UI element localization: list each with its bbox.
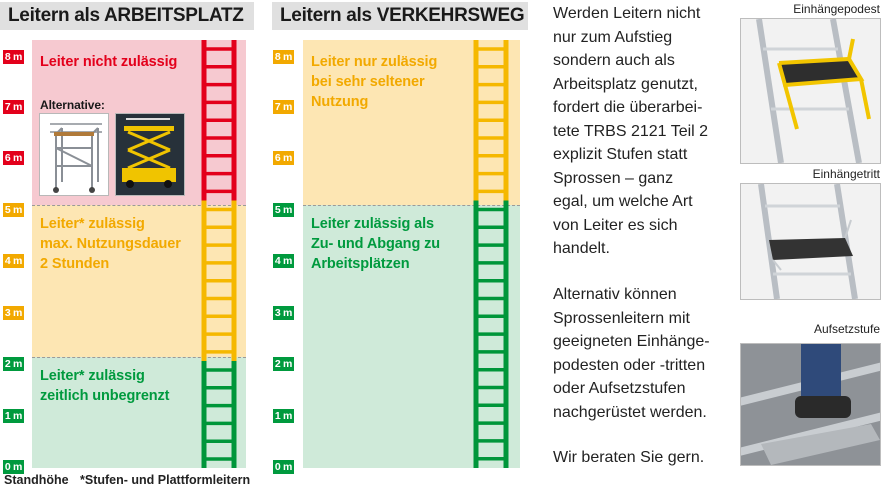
scale-tick-7m: 7 m <box>3 99 24 114</box>
standhoehe-label: Standhöhe <box>4 473 69 487</box>
left-divider-5m <box>32 205 246 206</box>
photo-caption-aufsetzstufe: Aufsetzstufe <box>813 322 880 336</box>
scale-tick-4m: 4 m <box>273 254 294 268</box>
scale-tick-5m: 5 m <box>3 202 24 217</box>
right-zone-yellow-text: Leiter nur zulässig bei sehr seltener Nu… <box>311 54 438 110</box>
body-paragraph-2: Alternativ können Sprossenleitern mit ge… <box>553 286 710 421</box>
scale-tick-0m: 0 m <box>3 460 24 474</box>
left-zone-yellow-text: Leiter* zulässig max. Nutzungsdauer 2 St… <box>40 216 181 272</box>
scale-tick-8m: 8 m <box>273 50 294 64</box>
scale-tick-1m: 1 m <box>273 408 294 423</box>
photo-caption-einhaengetritt: Einhängetritt <box>812 167 880 181</box>
right-divider-5m <box>303 205 520 206</box>
right-panel-title: Leitern als VERKEHRSWEG <box>272 2 528 30</box>
left-zone-green-text: Leiter* zulässig zeitlich unbegrenzt <box>40 368 170 404</box>
scale-tick-8m: 8 m <box>3 50 24 64</box>
scaffold-tower-image <box>39 113 109 196</box>
aufsetzstufe-photo <box>740 343 881 466</box>
scale-tick-6m: 6 m <box>3 151 24 165</box>
right-ladder <box>473 40 509 468</box>
scale-tick-3m: 3 m <box>273 305 294 320</box>
scale-tick-4m: 4 m <box>3 254 24 268</box>
scale-tick-0m: 0 m <box>273 460 294 474</box>
left-panel-title: Leitern als ARBEITSPLATZ <box>0 2 254 30</box>
scale-tick-1m: 1 m <box>3 408 24 423</box>
body-paragraph-1: Werden Leitern nicht nur zum Aufstieg so… <box>553 5 709 257</box>
einhaengetritt-photo <box>740 183 881 300</box>
left-divider-2m <box>32 357 246 358</box>
body-paragraph-3: Wir beraten Sie gern. <box>553 449 705 466</box>
scissor-lift-image <box>115 113 185 196</box>
scale-tick-2m: 2 m <box>3 357 24 371</box>
scale-tick-6m: 6 m <box>273 151 294 165</box>
scale-tick-5m: 5 m <box>273 202 294 217</box>
right-zone-green-text: Leiter zulässig als Zu- und Abgang zu Ar… <box>311 216 441 272</box>
scale-tick-3m: 3 m <box>3 305 24 320</box>
left-zone-red-text: Leiter nicht zulässig <box>40 54 178 70</box>
left-ladder <box>201 40 237 468</box>
einhaengepodest-photo <box>740 18 881 164</box>
alternative-label: Alternative: <box>40 98 105 112</box>
scale-tick-7m: 7 m <box>273 99 294 114</box>
scale-tick-2m: 2 m <box>273 357 294 371</box>
left-zone-green <box>32 357 246 468</box>
photo-caption-einhaengepodest: Einhängepodest <box>793 2 880 16</box>
footnote: *Stufen- und Plattformleitern <box>80 473 251 487</box>
